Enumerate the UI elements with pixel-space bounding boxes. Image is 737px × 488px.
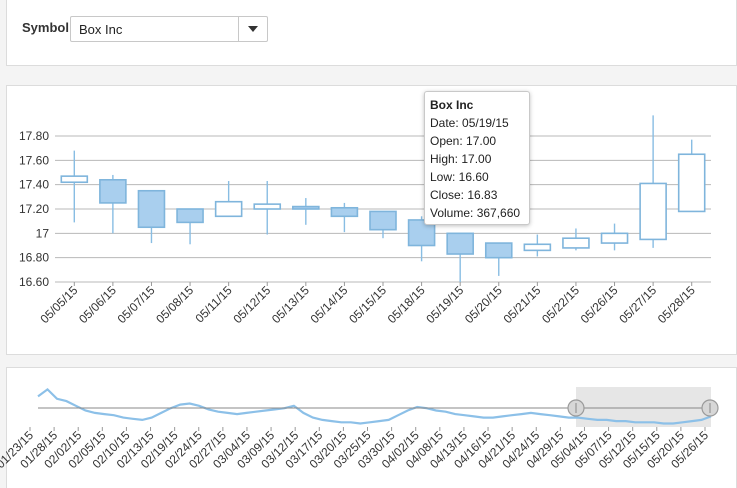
chart-tooltip: Box Inc Date: 05/19/15 Open: 17.00 High:… <box>424 91 530 225</box>
tooltip-title: Box Inc <box>430 98 474 112</box>
tooltip-low: Low: 16.60 <box>430 170 489 184</box>
y-tick-label: 16.60 <box>19 275 49 289</box>
tooltip-open: Open: 17.00 <box>430 134 497 148</box>
candle-body <box>99 179 127 204</box>
symbol-select-value: Box Inc <box>79 22 123 37</box>
candle-body <box>600 232 629 244</box>
y-tick-label: 17.20 <box>19 202 49 216</box>
candle-body <box>214 200 243 218</box>
candle-body <box>562 237 590 249</box>
y-tick-label: 17.80 <box>19 129 49 143</box>
symbol-label: Symbol <box>22 20 69 35</box>
candle-body <box>523 243 552 252</box>
chevron-down-icon <box>248 26 258 32</box>
y-tick-label: 17.40 <box>19 178 49 192</box>
tooltip-volume: Volume: 367,660 <box>430 206 521 220</box>
candle-body <box>176 208 204 224</box>
tooltip-high: High: 17.00 <box>430 152 492 166</box>
candle-body <box>60 175 89 184</box>
candle-body <box>369 210 397 231</box>
navigator-series-line <box>37 387 712 425</box>
y-tick-label: 17 <box>36 226 50 240</box>
tooltip-close: Close: 16.83 <box>430 188 498 202</box>
candle-body <box>639 182 667 241</box>
candle-body <box>446 232 474 255</box>
symbol-toolbar: Symbol Box Inc <box>6 0 737 66</box>
candle-body <box>253 203 282 210</box>
candle-body <box>137 189 166 229</box>
candle-body <box>677 153 706 213</box>
candle-body <box>292 205 320 210</box>
candle-body <box>484 242 513 259</box>
symbol-select[interactable]: Box Inc <box>70 16 268 42</box>
symbol-dropdown-button[interactable] <box>238 17 267 41</box>
y-tick-label: 17.60 <box>19 153 49 167</box>
candle-body <box>330 206 359 218</box>
tooltip-date: Date: 05/19/15 <box>430 116 509 130</box>
candle-body <box>407 219 436 247</box>
y-tick-label: 16.80 <box>19 251 49 265</box>
